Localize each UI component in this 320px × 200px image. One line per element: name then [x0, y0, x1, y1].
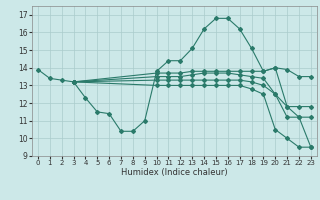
X-axis label: Humidex (Indice chaleur): Humidex (Indice chaleur) [121, 168, 228, 177]
